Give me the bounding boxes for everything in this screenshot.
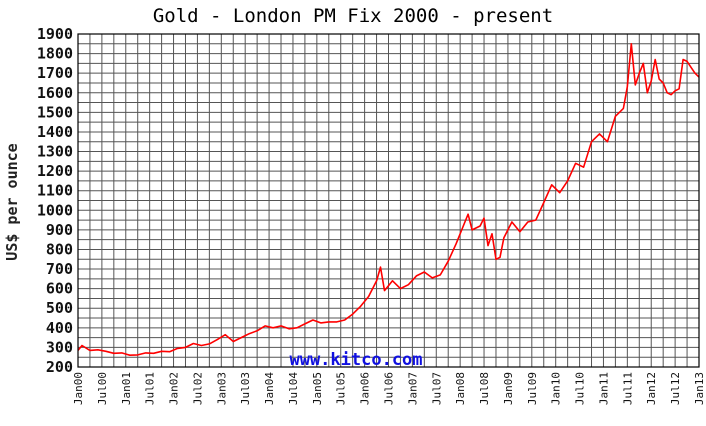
y-tick-label: 1700	[37, 64, 73, 82]
x-tick-label: Jan04	[263, 372, 276, 405]
x-tick-label: Jan03	[215, 372, 228, 405]
x-tick-label: Jul00	[96, 372, 109, 405]
y-tick-label: 800	[46, 240, 73, 258]
x-tick-label: Jan08	[454, 372, 467, 405]
x-tick-labels: Jan00 Jul00 Jan01 Jul01 Jan02 Jul02 Jan03 Jul03…	[72, 372, 706, 405]
x-tick-label: Jul09	[526, 372, 539, 405]
y-tick-label: 1300	[37, 143, 73, 161]
x-tick-label: Jan09	[502, 372, 515, 405]
y-tick-label: 1200	[37, 162, 73, 180]
x-tick-label: Jan05	[311, 372, 324, 405]
x-tick-label: Jul10	[574, 372, 587, 405]
x-tick-label: Jul03	[239, 372, 252, 405]
x-tick-label: Jan07	[406, 372, 419, 405]
x-tick-label: Jan13	[693, 372, 706, 405]
x-tick-label: Jul07	[430, 372, 443, 405]
chart-title: Gold - London PM Fix 2000 - present	[153, 5, 553, 27]
y-tick-label: 400	[46, 319, 73, 337]
x-tick-label: Jul05	[335, 372, 348, 405]
x-tick-label: Jan06	[359, 372, 372, 405]
x-tick-label: Jan00	[72, 372, 85, 405]
watermark: www.kitco.com	[289, 350, 422, 370]
y-tick-label: 200	[46, 358, 73, 376]
y-tick-label: 1900	[37, 25, 73, 43]
y-tick-label: 1500	[37, 103, 73, 121]
gold-price-line	[77, 42, 700, 357]
y-axis-label: US$ per ounce	[3, 143, 21, 260]
x-tick-label: Jul08	[478, 372, 491, 405]
x-tick-label: Jul02	[191, 372, 204, 405]
x-tick-label: Jan11	[597, 372, 610, 405]
y-tick-label: 600	[46, 280, 73, 298]
y-tick-label: 1600	[37, 84, 73, 102]
y-tick-label: 300	[46, 338, 73, 356]
plot-border	[77, 33, 700, 368]
x-tick-label: Jan01	[120, 372, 133, 405]
x-tick-label: Jan02	[168, 372, 181, 405]
x-tick-label: Jan12	[645, 372, 658, 405]
x-tick-label: Jul06	[383, 372, 396, 405]
y-tick-label: 900	[46, 221, 73, 239]
x-tick-label: Jul12	[669, 372, 682, 405]
x-tick-label: Jan10	[550, 372, 563, 405]
y-tick-label: 1800	[37, 45, 73, 63]
x-tick-label: Jul04	[287, 372, 300, 405]
y-tick-label: 1400	[37, 123, 73, 141]
x-tick-label: Jul01	[144, 372, 157, 405]
y-tick-label: 1100	[37, 182, 73, 200]
y-tick-label: 700	[46, 260, 73, 278]
y-tick-label: 500	[46, 299, 73, 317]
y-tick-label: 1000	[37, 201, 73, 219]
x-tick-label: Jul11	[621, 372, 634, 405]
